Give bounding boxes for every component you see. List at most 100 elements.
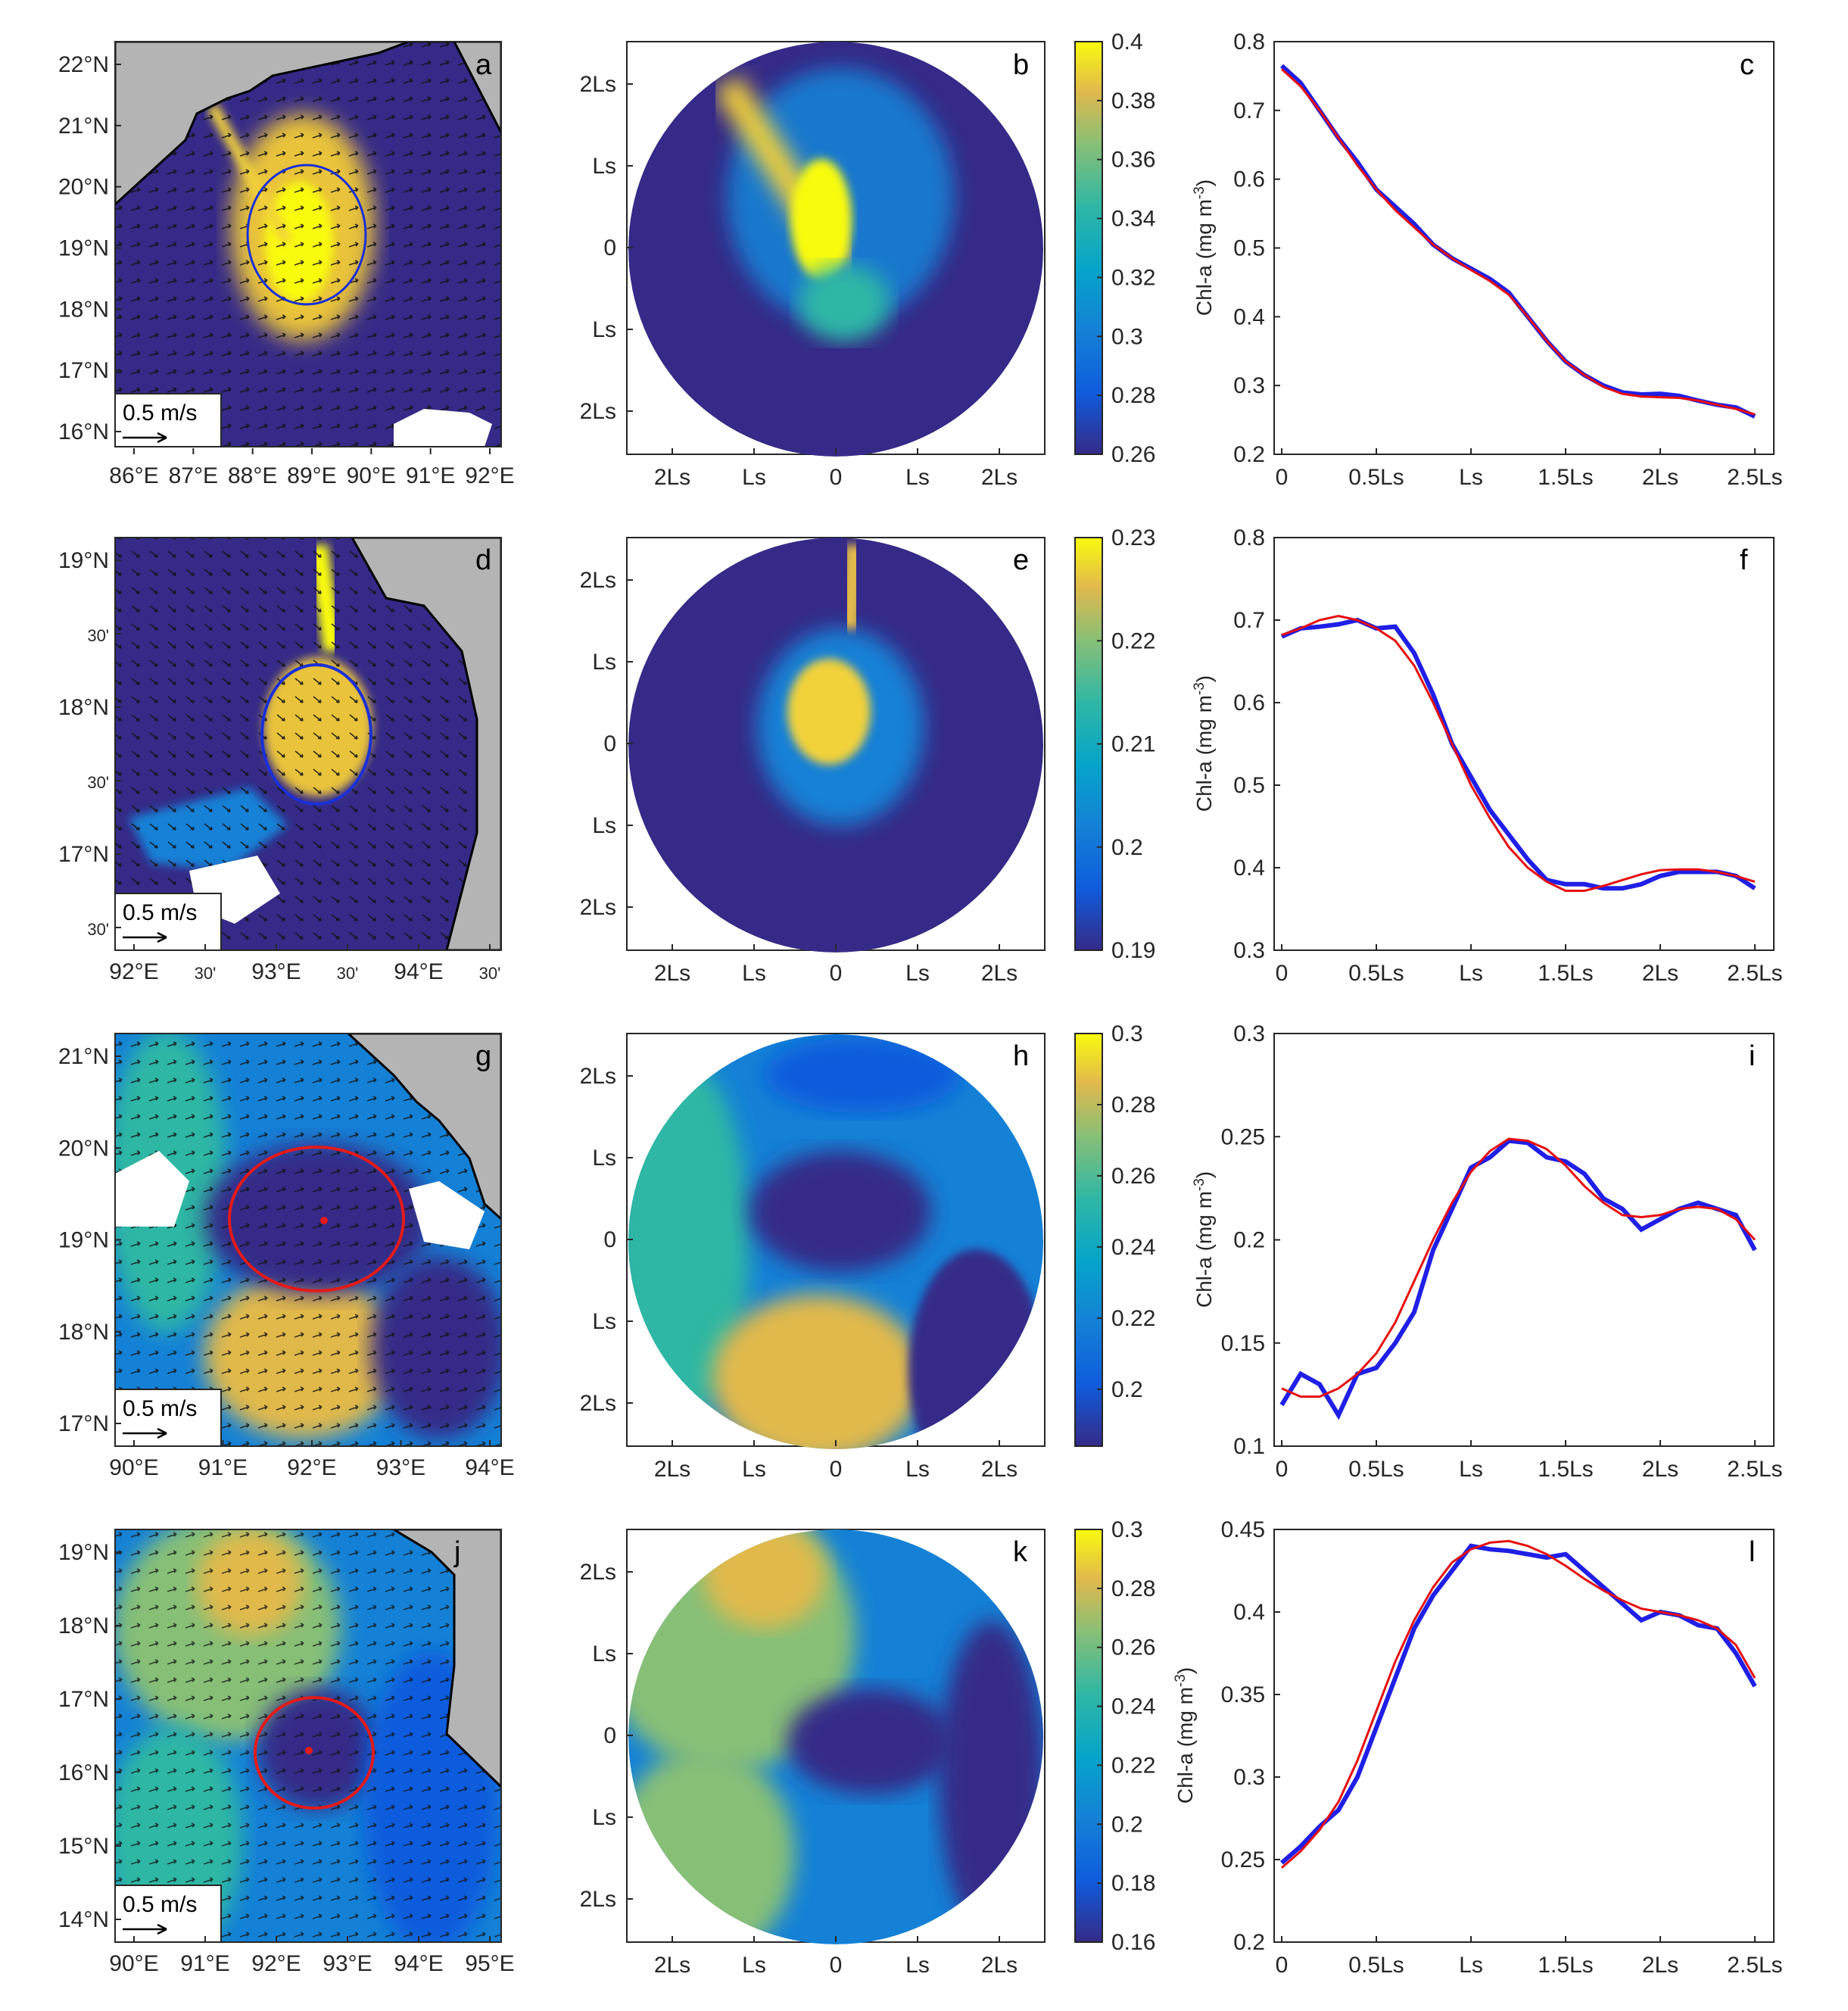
row-3: 0.5 m/s 21°N 20°N 19°N 18°N 17°N 90°E 91°E 92°…	[58, 1021, 1783, 1482]
composite-y-tick-label: 2Ls	[580, 568, 616, 593]
colorbar-tick-label: 0.36	[1111, 148, 1155, 173]
colorbar-tick-label: 0.22	[1111, 1753, 1155, 1778]
profile-y-tick-label: 0.45	[1221, 1517, 1265, 1542]
profile-x-tick-label: 2Ls	[1642, 465, 1678, 490]
lat-tick-label: 18°N	[58, 1613, 109, 1638]
colorbar-tick-label: 0.16	[1111, 1930, 1155, 1955]
profile-x-tick-label: Ls	[1459, 465, 1483, 490]
composite-x-tick-label: 2Ls	[654, 1953, 690, 1978]
map-frame	[114, 537, 502, 951]
profile-x-tick-label: 2.5Ls	[1727, 1457, 1782, 1482]
composite-x-tick-label: 2Ls	[654, 1457, 690, 1482]
composite-y-tick-label: 2Ls	[580, 1887, 616, 1912]
profile-panel-c: 0.2 0.3 0.4 0.5 0.6 0.7 0.8 0 0.5Ls Ls 1.5Ls 2Ls 2.…	[1192, 30, 1783, 490]
profile-x-tick-label: 2.5Ls	[1727, 465, 1782, 490]
eddy-boundary	[228, 1146, 405, 1292]
composite-x-tick-label: 2Ls	[981, 961, 1017, 986]
colorbar-tick-label: 0.2	[1111, 1377, 1143, 1402]
colorbar-e: 0.23 0.22 0.21 0.2 0.19	[1074, 525, 1155, 963]
composite-y-tick-label: Ls	[592, 1309, 616, 1334]
lat-tick-label: 19°N	[58, 548, 109, 573]
colorbar-ticks: 0.23 0.22 0.21 0.2 0.19	[1097, 525, 1155, 963]
colorbar-tick-label: 0.26	[1111, 1164, 1155, 1189]
profile-frame	[1273, 41, 1775, 455]
composite-y-tick-label: 2Ls	[580, 72, 616, 97]
panel-label: a	[475, 49, 492, 81]
colorbar-tick-label: 0.38	[1111, 89, 1155, 114]
colorbar-tick-label: 0.24	[1111, 1695, 1155, 1719]
lat-tick-label: 16°N	[58, 419, 109, 444]
lat-tick-label: 22°N	[58, 52, 109, 77]
composite-panel-e: 2Ls Ls 0 Ls 2Ls 2Ls Ls 0 Ls 2Ls e	[580, 537, 1046, 986]
colorbar-tick-label: 0.28	[1111, 1576, 1155, 1601]
row-1: 0.5 m/s 22°N 21°N 20°N 19°N 18°N 17°N 16°N 86°…	[58, 30, 1783, 490]
map-panel-a: 0.5 m/s 22°N 21°N 20°N 19°N 18°N 17°N 16°N 86°…	[58, 41, 515, 488]
profile-x-ticks: 0 0.5Ls Ls 1.5Ls 2Ls 2.5Ls	[1276, 1440, 1783, 1482]
colorbar-b: 0.4 0.38 0.36 0.34 0.32 0.3 0.28 0.26	[1074, 30, 1155, 467]
profile-y-tick-label: 0.8	[1233, 525, 1265, 550]
eddy-center	[320, 1217, 328, 1224]
colorbar-tick-label: 0.3	[1111, 324, 1143, 349]
profile-x-ticks: 0 0.5Ls Ls 1.5Ls 2Ls 2.5Ls	[1276, 1936, 1783, 1978]
scale-arrow	[123, 1427, 167, 1439]
colorbar-gradient	[1074, 1529, 1103, 1943]
scale-box	[114, 1389, 222, 1447]
velocity-field	[115, 1529, 501, 1942]
scale-label: 0.5 m/s	[123, 1396, 197, 1421]
scale-arrow	[123, 931, 167, 943]
colorbar-tick-label: 0.4	[1111, 30, 1143, 55]
profile-x-tick-label: Ls	[1459, 1457, 1483, 1482]
profile-y-tick-label: 0.6	[1233, 691, 1265, 716]
lat-tick-label: 30'	[87, 626, 109, 645]
series-fit	[1280, 68, 1756, 416]
profile-x-tick-label: Ls	[1459, 1953, 1483, 1978]
profile-y-ticks: 0.2 0.3 0.4 0.5 0.6 0.7 0.8	[1233, 30, 1280, 467]
colorbar-tick-label: 0.3	[1111, 1021, 1143, 1046]
series-fit	[1281, 614, 1756, 892]
composite-y-tick-label: 0	[603, 1227, 616, 1252]
profile-x-tick-label: 2.5Ls	[1727, 961, 1782, 986]
profile-x-tick-label: Ls	[1459, 961, 1483, 986]
panel-label: k	[1013, 1536, 1028, 1568]
colorbar-tick-label: 0.24	[1111, 1235, 1155, 1260]
lon-tick-label: 90°E	[109, 1455, 158, 1480]
lat-tick-label: 14°N	[58, 1907, 109, 1932]
colorbar-h: 0.3 0.28 0.26 0.24 0.22 0.2	[1074, 1021, 1155, 1447]
profile-y-tick-label: 0.2	[1233, 442, 1265, 467]
lat-tick-label: 18°N	[58, 1320, 109, 1345]
composite-x-tick-label: 0	[830, 465, 843, 490]
scale-box	[114, 893, 222, 951]
panel-label: e	[1013, 544, 1029, 576]
profile-panel-f: 0.3 0.4 0.5 0.6 0.7 0.8 0 0.5Ls Ls 1.5Ls 2Ls 2.5Ls…	[1192, 525, 1783, 986]
composite-y-tick-label: 0	[603, 1723, 616, 1748]
composite-x-tick-label: Ls	[742, 465, 766, 490]
profile-y-tick-label: 0.25	[1221, 1124, 1265, 1149]
profile-y-tick-label: 0.35	[1221, 1682, 1265, 1707]
composite-y-tick-label: Ls	[592, 154, 616, 179]
map-panel-g: 0.5 m/s 21°N 20°N 19°N 18°N 17°N 90°E 91°E 92°…	[58, 1033, 515, 1480]
profile-y-tick-label: 0.3	[1233, 373, 1265, 398]
scale-label: 0.5 m/s	[123, 401, 197, 426]
colorbar-tick-label: 0.19	[1111, 938, 1155, 963]
panel-label: c	[1740, 49, 1754, 81]
lat-tick-label: 19°N	[58, 236, 109, 261]
profile-y-tick-label: 0.2	[1233, 1228, 1265, 1253]
lon-tick-label: 89°E	[287, 463, 336, 488]
anomaly-low-north	[765, 1037, 961, 1113]
colorbar-k: 0.3 0.28 0.26 0.24 0.22 0.2 0.18 0.16	[1074, 1517, 1155, 1955]
panel-label: j	[453, 1536, 460, 1568]
composite-y-tick-label: Ls	[592, 1146, 616, 1171]
map-panel-j: 0.5 m/s 19°N 18°N 17°N 16°N 15°N 14°N 90°E 91°…	[58, 1529, 515, 1976]
lat-tick-label: 17°N	[58, 1687, 109, 1712]
colorbar-gradient	[1074, 1033, 1103, 1447]
colorbar-ticks: 0.3 0.28 0.26 0.24 0.22 0.2 0.18 0.16	[1097, 1517, 1155, 1955]
lon-ticks: 90°E 91°E 92°E 93°E 94°E	[109, 1440, 515, 1480]
lat-ticks: 19°N 30' 18°N 30' 17°N 30'	[58, 548, 121, 939]
lat-tick-label: 15°N	[58, 1834, 109, 1859]
profile-x-tick-label: 1.5Ls	[1538, 1953, 1593, 1978]
profile-x-tick-label: 0.5Ls	[1348, 465, 1404, 490]
lon-tick-label: 93°E	[251, 959, 301, 984]
lat-ticks: 22°N 21°N 20°N 19°N 18°N 17°N 16°N	[58, 52, 121, 444]
composite-y-tick-label: Ls	[592, 1642, 616, 1666]
